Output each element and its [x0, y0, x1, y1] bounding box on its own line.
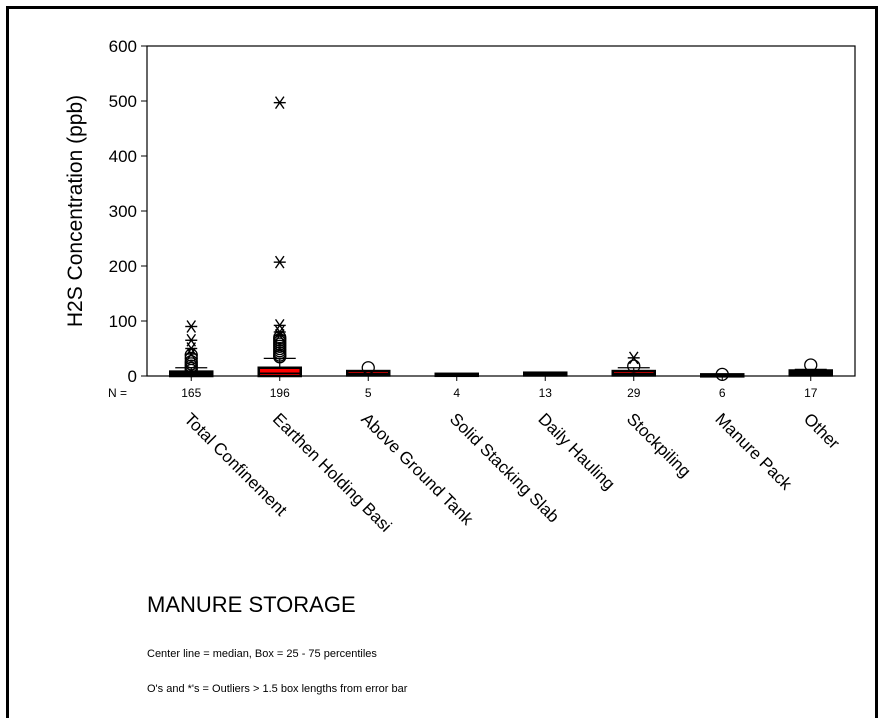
outlier-star [185, 333, 198, 347]
outlier-circle [804, 358, 818, 372]
n-count: 4 [453, 386, 460, 400]
outlier-circle [184, 355, 198, 369]
category-label: Daily Hauling [534, 409, 618, 493]
outlier-circle [361, 361, 375, 375]
y-tick-label: 500 [109, 92, 137, 111]
box [257, 366, 302, 378]
y-tick-label: 400 [109, 147, 137, 166]
x-axis-title: MANURE STORAGE [147, 592, 356, 617]
n-count: 6 [719, 386, 726, 400]
category-label: Manure Pack [711, 409, 796, 494]
n-count: 165 [181, 386, 201, 400]
y-tick-label: 300 [109, 202, 137, 221]
y-tick-label: 0 [128, 367, 137, 386]
n-count: 29 [627, 386, 641, 400]
outlier-star [273, 96, 286, 110]
y-axis-title: H2S Concentration (ppb) [64, 95, 87, 327]
n-count: 196 [270, 386, 290, 400]
outlier-star [273, 255, 286, 269]
outlier-circle [715, 367, 729, 382]
n-count: 5 [365, 386, 372, 400]
n-label: N = [108, 386, 127, 400]
note-median: Center line = median, Box = 25 - 75 perc… [147, 648, 377, 660]
y-tick-label: 100 [109, 312, 137, 331]
outlier-star [273, 318, 286, 332]
outlier-circle [184, 351, 198, 366]
y-tick-label: 600 [109, 37, 137, 56]
n-count: 13 [539, 386, 553, 400]
note-outliers: O's and *'s = Outliers > 1.5 box lengths… [147, 683, 408, 695]
y-tick-label: 200 [109, 257, 137, 276]
outlier-star [627, 351, 640, 365]
n-count: 17 [804, 386, 818, 400]
plot-area [146, 45, 856, 377]
outlier-star [273, 325, 286, 339]
category-label: Other [800, 409, 844, 453]
outlier-star [185, 320, 198, 333]
outlier-circle [627, 359, 641, 373]
box-plot: 0 100 200 300 400 500 600 H2S Concentration (pp… [64, 37, 856, 536]
category-label: Stockpiling [623, 409, 695, 481]
figure-frame [6, 6, 878, 718]
